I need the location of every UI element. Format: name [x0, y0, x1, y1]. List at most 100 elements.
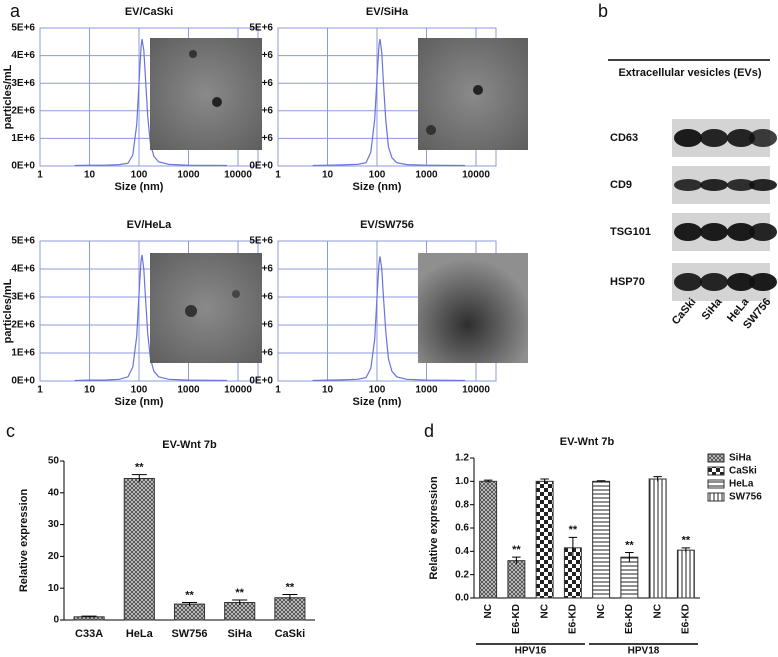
size-distribution — [74, 38, 228, 167]
bar — [479, 480, 498, 599]
x-tick-label: NC — [596, 604, 607, 618]
x-tick-label: E6-KD — [624, 604, 635, 634]
size-distribution — [312, 256, 466, 382]
blot-band — [674, 273, 702, 291]
x-tick-label: 100 — [369, 385, 386, 396]
x-tick-label: 1000 — [415, 170, 438, 181]
x-tick-label: HeLa — [126, 628, 154, 640]
y-tick-label: 1E+6 — [11, 348, 35, 359]
chart-title: EV/HeLa — [127, 219, 173, 231]
x-tick-label: 10000 — [224, 170, 252, 181]
panel-label: b — [598, 1, 608, 21]
legend-label: SW756 — [729, 492, 762, 503]
y-tick-label: 2E+6 — [11, 320, 35, 331]
x-tick-label: 100 — [369, 170, 386, 181]
x-tick-label: SW756 — [171, 628, 207, 640]
blot-header: Extracellular vesicles (EVs) — [618, 67, 761, 79]
x-tick-label: 1000 — [415, 385, 438, 396]
significance: ** — [569, 524, 578, 536]
y-tick-label: 5E+6 — [249, 23, 273, 34]
chart-title: EV/SW756 — [360, 219, 414, 231]
panel-label: a — [10, 1, 21, 21]
y-tick-label: 3E+6 — [11, 78, 35, 89]
x-axis-label: Size (nm) — [353, 181, 402, 193]
y-tick-label: 5E+6 — [11, 23, 35, 34]
legend-label: CaSki — [729, 466, 757, 477]
y-tick-label: 0.6 — [455, 523, 469, 534]
panel-label: d — [424, 421, 434, 441]
y-tick-label: 50 — [48, 456, 60, 467]
blot-band — [674, 129, 702, 147]
error-bar — [81, 615, 97, 618]
legend-swatch — [707, 479, 725, 489]
error-bar — [232, 599, 248, 606]
y-tick-label: 4E+6 — [11, 50, 35, 61]
error-bar — [512, 556, 521, 565]
significance: ** — [512, 544, 521, 556]
y-tick-label: 10 — [48, 583, 60, 594]
bar — [648, 478, 667, 599]
y-tick-label: 0.8 — [455, 499, 469, 510]
y-tick-label: 1.2 — [455, 453, 469, 464]
legend-label: SiHa — [729, 453, 752, 464]
y-tick-label: 0E+0 — [11, 161, 35, 172]
x-tick-label: CaSki — [275, 628, 306, 640]
x-tick-label: 1 — [37, 170, 43, 181]
x-tick-label: SiHa — [227, 628, 252, 640]
blot-band — [749, 129, 777, 147]
group-label: HPV16 — [515, 646, 547, 657]
error-bar — [625, 552, 634, 562]
x-tick-label: 1000 — [177, 385, 200, 396]
error-bar — [681, 547, 691, 553]
y-tick-label: 5E+6 — [11, 236, 35, 247]
x-tick-label: E6-KD — [681, 604, 692, 634]
blot-band — [727, 129, 755, 147]
blot-band — [749, 223, 777, 241]
x-tick-label: 1 — [37, 385, 43, 396]
error-bar — [483, 479, 493, 483]
legend-swatch — [707, 466, 725, 476]
x-axis-label: Size (nm) — [353, 396, 402, 408]
y-axis-label: particles/mL — [2, 278, 14, 343]
protein-label: CD9 — [610, 179, 632, 191]
blot-band — [700, 273, 728, 291]
significance: ** — [135, 462, 144, 474]
y-tick-label: 0.4 — [455, 546, 469, 557]
x-tick-label: 10 — [84, 170, 96, 181]
bar — [274, 597, 306, 621]
legend-swatch — [707, 492, 725, 502]
x-tick-label: NC — [539, 604, 550, 618]
x-tick-label: 10000 — [224, 385, 252, 396]
error-bar — [131, 474, 147, 483]
blot-band — [674, 179, 702, 191]
legend-label: HeLa — [729, 479, 754, 490]
legend-swatch — [707, 453, 725, 463]
blot-band — [700, 129, 728, 147]
x-tick-label: 1 — [275, 385, 281, 396]
bar — [620, 556, 639, 599]
x-axis-label: Size (nm) — [115, 396, 164, 408]
blot-band — [727, 273, 755, 291]
x-tick-label: 10000 — [462, 385, 490, 396]
protein-label: CD63 — [610, 132, 638, 144]
y-axis-label: Relative expression — [428, 476, 440, 580]
y-tick-label: 1.0 — [455, 476, 469, 487]
protein-label: TSG101 — [610, 226, 651, 238]
y-tick-label: 20 — [48, 551, 60, 562]
error-bar — [282, 594, 298, 601]
bar — [592, 480, 611, 599]
y-tick-label: 30 — [48, 519, 60, 530]
blot-band — [700, 179, 728, 191]
x-tick-label: NC — [483, 604, 494, 618]
error-bar — [568, 536, 578, 559]
blot-band — [749, 179, 777, 191]
x-tick-label: E6-KD — [568, 604, 579, 634]
x-tick-label: 10000 — [462, 170, 490, 181]
significance: ** — [185, 589, 194, 601]
protein-label: HSP70 — [610, 276, 645, 288]
chart-title: EV/SiHa — [366, 6, 409, 18]
y-axis-label: particles/mL — [2, 64, 14, 129]
bar — [535, 480, 554, 599]
x-tick-label: 1000 — [177, 170, 200, 181]
